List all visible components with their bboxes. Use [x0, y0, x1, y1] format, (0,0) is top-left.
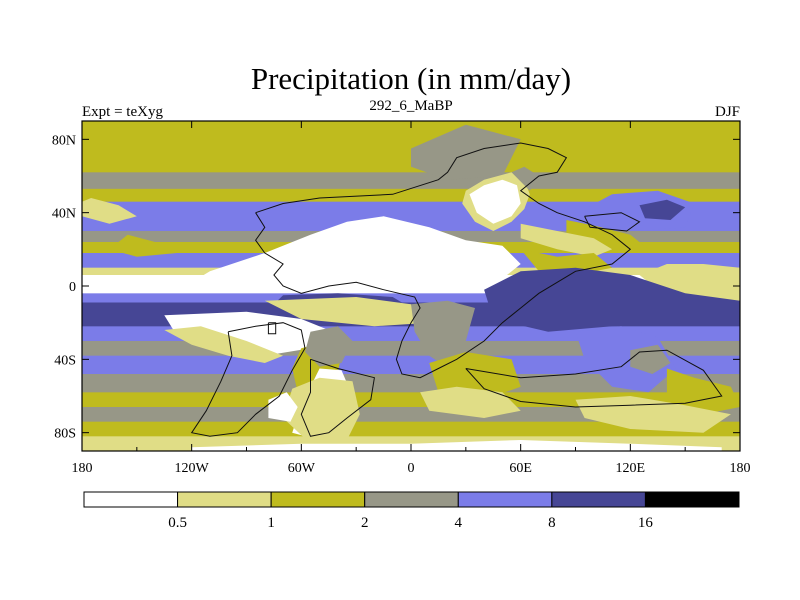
precip-band-16	[82, 392, 740, 408]
season-label: DJF	[715, 104, 740, 120]
colorbar-label-2: 2	[361, 515, 369, 531]
precip-region-18	[164, 326, 284, 363]
precip-band-10	[82, 293, 740, 304]
precip-region-32	[82, 198, 137, 224]
precip-region-23	[283, 377, 360, 444]
colorbar-box-2	[270, 491, 366, 508]
precip-band-18	[82, 421, 740, 437]
precip-band-2	[82, 172, 740, 190]
colorbar-box-0	[83, 491, 179, 508]
precip-region-17	[164, 311, 338, 356]
map-axes: 180 120W 60W 0 60E 120E 180 80N 40N 0 40S 80S	[52, 121, 751, 476]
colorbar-label-1: 1	[267, 515, 275, 531]
x-tick-label-0: 180	[72, 461, 93, 476]
x-tick-label-4: 60E	[509, 461, 532, 476]
precip-region-21	[305, 326, 353, 367]
precip-region-30	[575, 396, 731, 433]
precip-region-0	[411, 124, 521, 180]
precip-region-19	[411, 300, 475, 371]
colorbar-box-4	[457, 491, 553, 508]
coastline-1	[190, 322, 306, 437]
colorbar: 0.5 1 2 4 8 16	[83, 491, 740, 531]
precip-band-3	[82, 188, 740, 203]
y-tick-label-4: 80S	[54, 427, 76, 442]
precip-region-2	[469, 179, 521, 224]
x-tick-label-1: 120W	[175, 461, 210, 476]
precip-region-24	[268, 392, 298, 422]
precip-region-14	[484, 267, 740, 332]
precip-region-26	[420, 386, 521, 418]
precip-region-8	[109, 234, 183, 257]
coastline-0	[254, 142, 632, 379]
coastline-layer	[190, 142, 723, 437]
x-tick-label-2: 60W	[288, 461, 316, 476]
coastline-5	[267, 322, 277, 335]
x-tick-label-6: 180	[730, 461, 751, 476]
colorbar-box-3	[364, 491, 459, 508]
precip-band-15	[82, 374, 740, 393]
precip-region-16	[264, 297, 430, 327]
y-tick-label-2: 0	[69, 280, 76, 295]
precip-region-7	[520, 223, 613, 257]
age-label: 292_6_MaBP	[369, 98, 452, 114]
precip-region-31	[191, 440, 722, 451]
colorbar-label-0: 0.5	[168, 515, 187, 531]
x-tick-label-3: 0	[408, 461, 415, 476]
colorbar-box-5	[551, 491, 646, 508]
experiment-label: Expt = teXyg	[82, 104, 163, 120]
colorbar-label-4: 8	[548, 515, 556, 531]
y-tick-label-1: 40N	[52, 207, 76, 222]
colorbar-label-5: 16	[638, 515, 654, 531]
coastline-3	[465, 349, 723, 408]
precip-region-6	[566, 220, 649, 253]
colorbar-box-1	[177, 491, 272, 508]
y-tick-label-0: 80N	[52, 133, 76, 148]
precip-band-14	[82, 355, 740, 375]
precip-band-17	[82, 407, 740, 423]
x-tick-label-5: 120E	[616, 461, 646, 476]
precip-region-10	[191, 216, 521, 290]
colorbar-box-6	[644, 491, 740, 508]
chart-title: Precipitation (in mm/day)	[251, 61, 571, 96]
precip-region-3	[511, 166, 539, 191]
contour-field	[82, 121, 740, 451]
colorbar-label-3: 4	[455, 515, 463, 531]
y-tick-label-3: 40S	[54, 353, 76, 368]
coastline-4	[584, 212, 641, 232]
coastline-2	[300, 358, 375, 437]
map-field	[81, 120, 741, 452]
precip-region-5	[639, 199, 686, 220]
precip-region-27	[575, 326, 676, 393]
